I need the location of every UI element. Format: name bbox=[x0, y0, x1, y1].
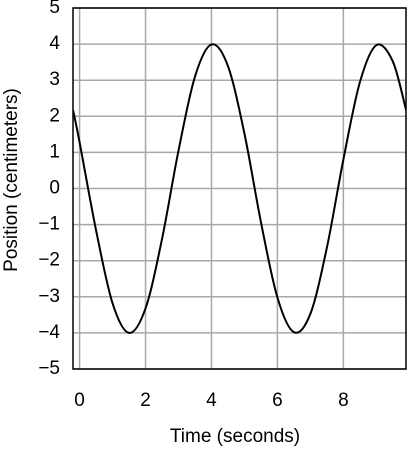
y-tick-label: 3 bbox=[49, 69, 60, 90]
y-tick-label: −4 bbox=[38, 322, 60, 343]
x-tick-label: 4 bbox=[206, 390, 217, 411]
y-tick-label: 2 bbox=[49, 105, 60, 126]
y-axis-title: Position (centimeters) bbox=[1, 88, 22, 272]
y-tick-label: 5 bbox=[49, 0, 60, 18]
x-tick-label: 6 bbox=[272, 390, 283, 411]
plot-frame bbox=[72, 7, 407, 370]
y-tick-label: −5 bbox=[38, 358, 60, 379]
data-line bbox=[73, 43, 406, 334]
x-axis-title: Time (seconds) bbox=[170, 426, 300, 447]
grid bbox=[73, 7, 406, 370]
x-tick-label: 8 bbox=[338, 390, 349, 411]
y-tick-label: 1 bbox=[49, 141, 60, 162]
y-tick-label: −3 bbox=[38, 286, 60, 307]
x-tick-label: 0 bbox=[74, 390, 85, 411]
plot bbox=[73, 43, 406, 334]
y-tick-label: 4 bbox=[49, 33, 60, 54]
y-tick-label: −2 bbox=[38, 250, 60, 271]
x-tick-label: 2 bbox=[140, 390, 151, 411]
y-tick-label: −1 bbox=[38, 214, 60, 235]
y-tick-label: 0 bbox=[49, 178, 60, 199]
